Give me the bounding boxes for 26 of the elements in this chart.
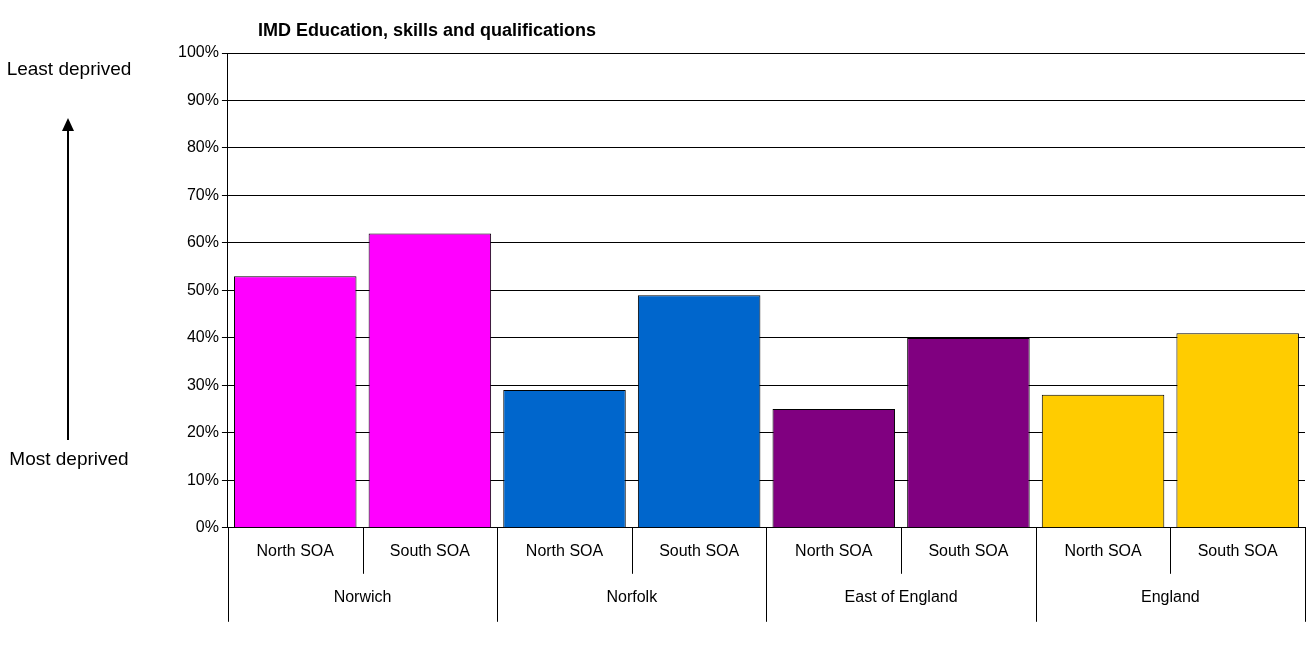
x-tick-label: North SOA xyxy=(795,541,873,559)
text: Norwich xyxy=(333,588,392,606)
chart-title: IMD Education, skills and qualifications xyxy=(258,20,597,41)
x-tick-label: North SOA xyxy=(256,541,335,559)
x-tick-label: South SOA xyxy=(928,541,1009,559)
y-tick-label: 0% xyxy=(195,518,219,536)
x-tick-label: South SOA xyxy=(389,541,471,559)
text: Most deprived xyxy=(8,447,130,470)
text: England xyxy=(1141,588,1200,606)
y-tick-label: 30% xyxy=(186,375,219,393)
y-tick-label: 70% xyxy=(186,185,219,203)
y-tick-label: 100% xyxy=(178,43,219,61)
text: Least deprived xyxy=(5,57,133,80)
y-tick-label: 90% xyxy=(186,90,219,108)
y-tick-label: 40% xyxy=(186,328,219,346)
y-tick-label: 50% xyxy=(186,280,219,298)
x-tick-label: North SOA xyxy=(1064,541,1143,559)
y-tick-label: 60% xyxy=(186,233,219,251)
text: Norfolk xyxy=(606,588,659,606)
text: East of England xyxy=(844,588,958,606)
x-tick-label: South SOA xyxy=(1197,541,1279,559)
x-tick-label: North SOA xyxy=(525,541,604,559)
y-tick-label: 10% xyxy=(186,470,219,488)
y-tick-label: 80% xyxy=(186,138,219,156)
y-tick-label: 20% xyxy=(186,423,219,441)
x-tick-label: South SOA xyxy=(659,541,740,559)
